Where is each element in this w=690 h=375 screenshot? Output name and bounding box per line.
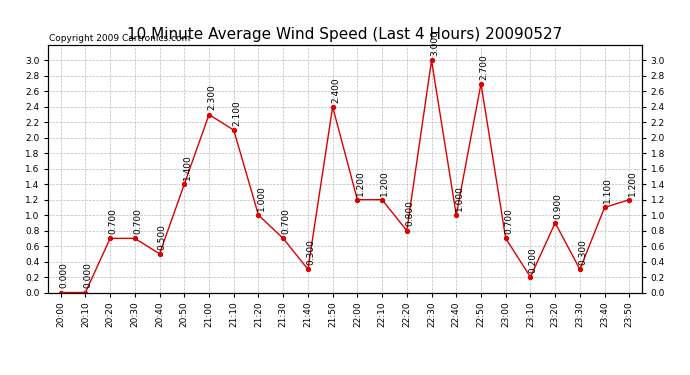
Text: 0.700: 0.700 xyxy=(282,209,290,234)
Text: 0.300: 0.300 xyxy=(306,239,315,265)
Title: 10 Minute Average Wind Speed (Last 4 Hours) 20090527: 10 Minute Average Wind Speed (Last 4 Hou… xyxy=(128,27,562,42)
Text: 0.000: 0.000 xyxy=(59,262,68,288)
Text: 0.700: 0.700 xyxy=(504,209,513,234)
Text: 2.700: 2.700 xyxy=(480,54,489,80)
Text: 0.700: 0.700 xyxy=(108,209,117,234)
Text: 0.700: 0.700 xyxy=(133,209,142,234)
Text: 1.000: 1.000 xyxy=(257,185,266,211)
Text: 0.300: 0.300 xyxy=(578,239,587,265)
Text: 0.500: 0.500 xyxy=(158,224,167,250)
Text: 1.200: 1.200 xyxy=(380,170,389,195)
Text: 0.000: 0.000 xyxy=(83,262,92,288)
Text: 2.300: 2.300 xyxy=(207,85,216,111)
Text: 0.800: 0.800 xyxy=(405,201,414,226)
Text: 3.000: 3.000 xyxy=(430,30,439,56)
Text: 1.100: 1.100 xyxy=(603,177,612,203)
Text: 1.200: 1.200 xyxy=(355,170,364,195)
Text: 1.400: 1.400 xyxy=(183,154,192,180)
Text: 1.200: 1.200 xyxy=(628,170,637,195)
Text: 2.400: 2.400 xyxy=(331,77,340,103)
Text: 2.100: 2.100 xyxy=(232,100,241,126)
Text: 0.200: 0.200 xyxy=(529,247,538,273)
Text: Copyright 2009 Cartronics.com: Copyright 2009 Cartronics.com xyxy=(50,33,190,42)
Text: 0.900: 0.900 xyxy=(553,193,562,219)
Text: 1.000: 1.000 xyxy=(455,185,464,211)
